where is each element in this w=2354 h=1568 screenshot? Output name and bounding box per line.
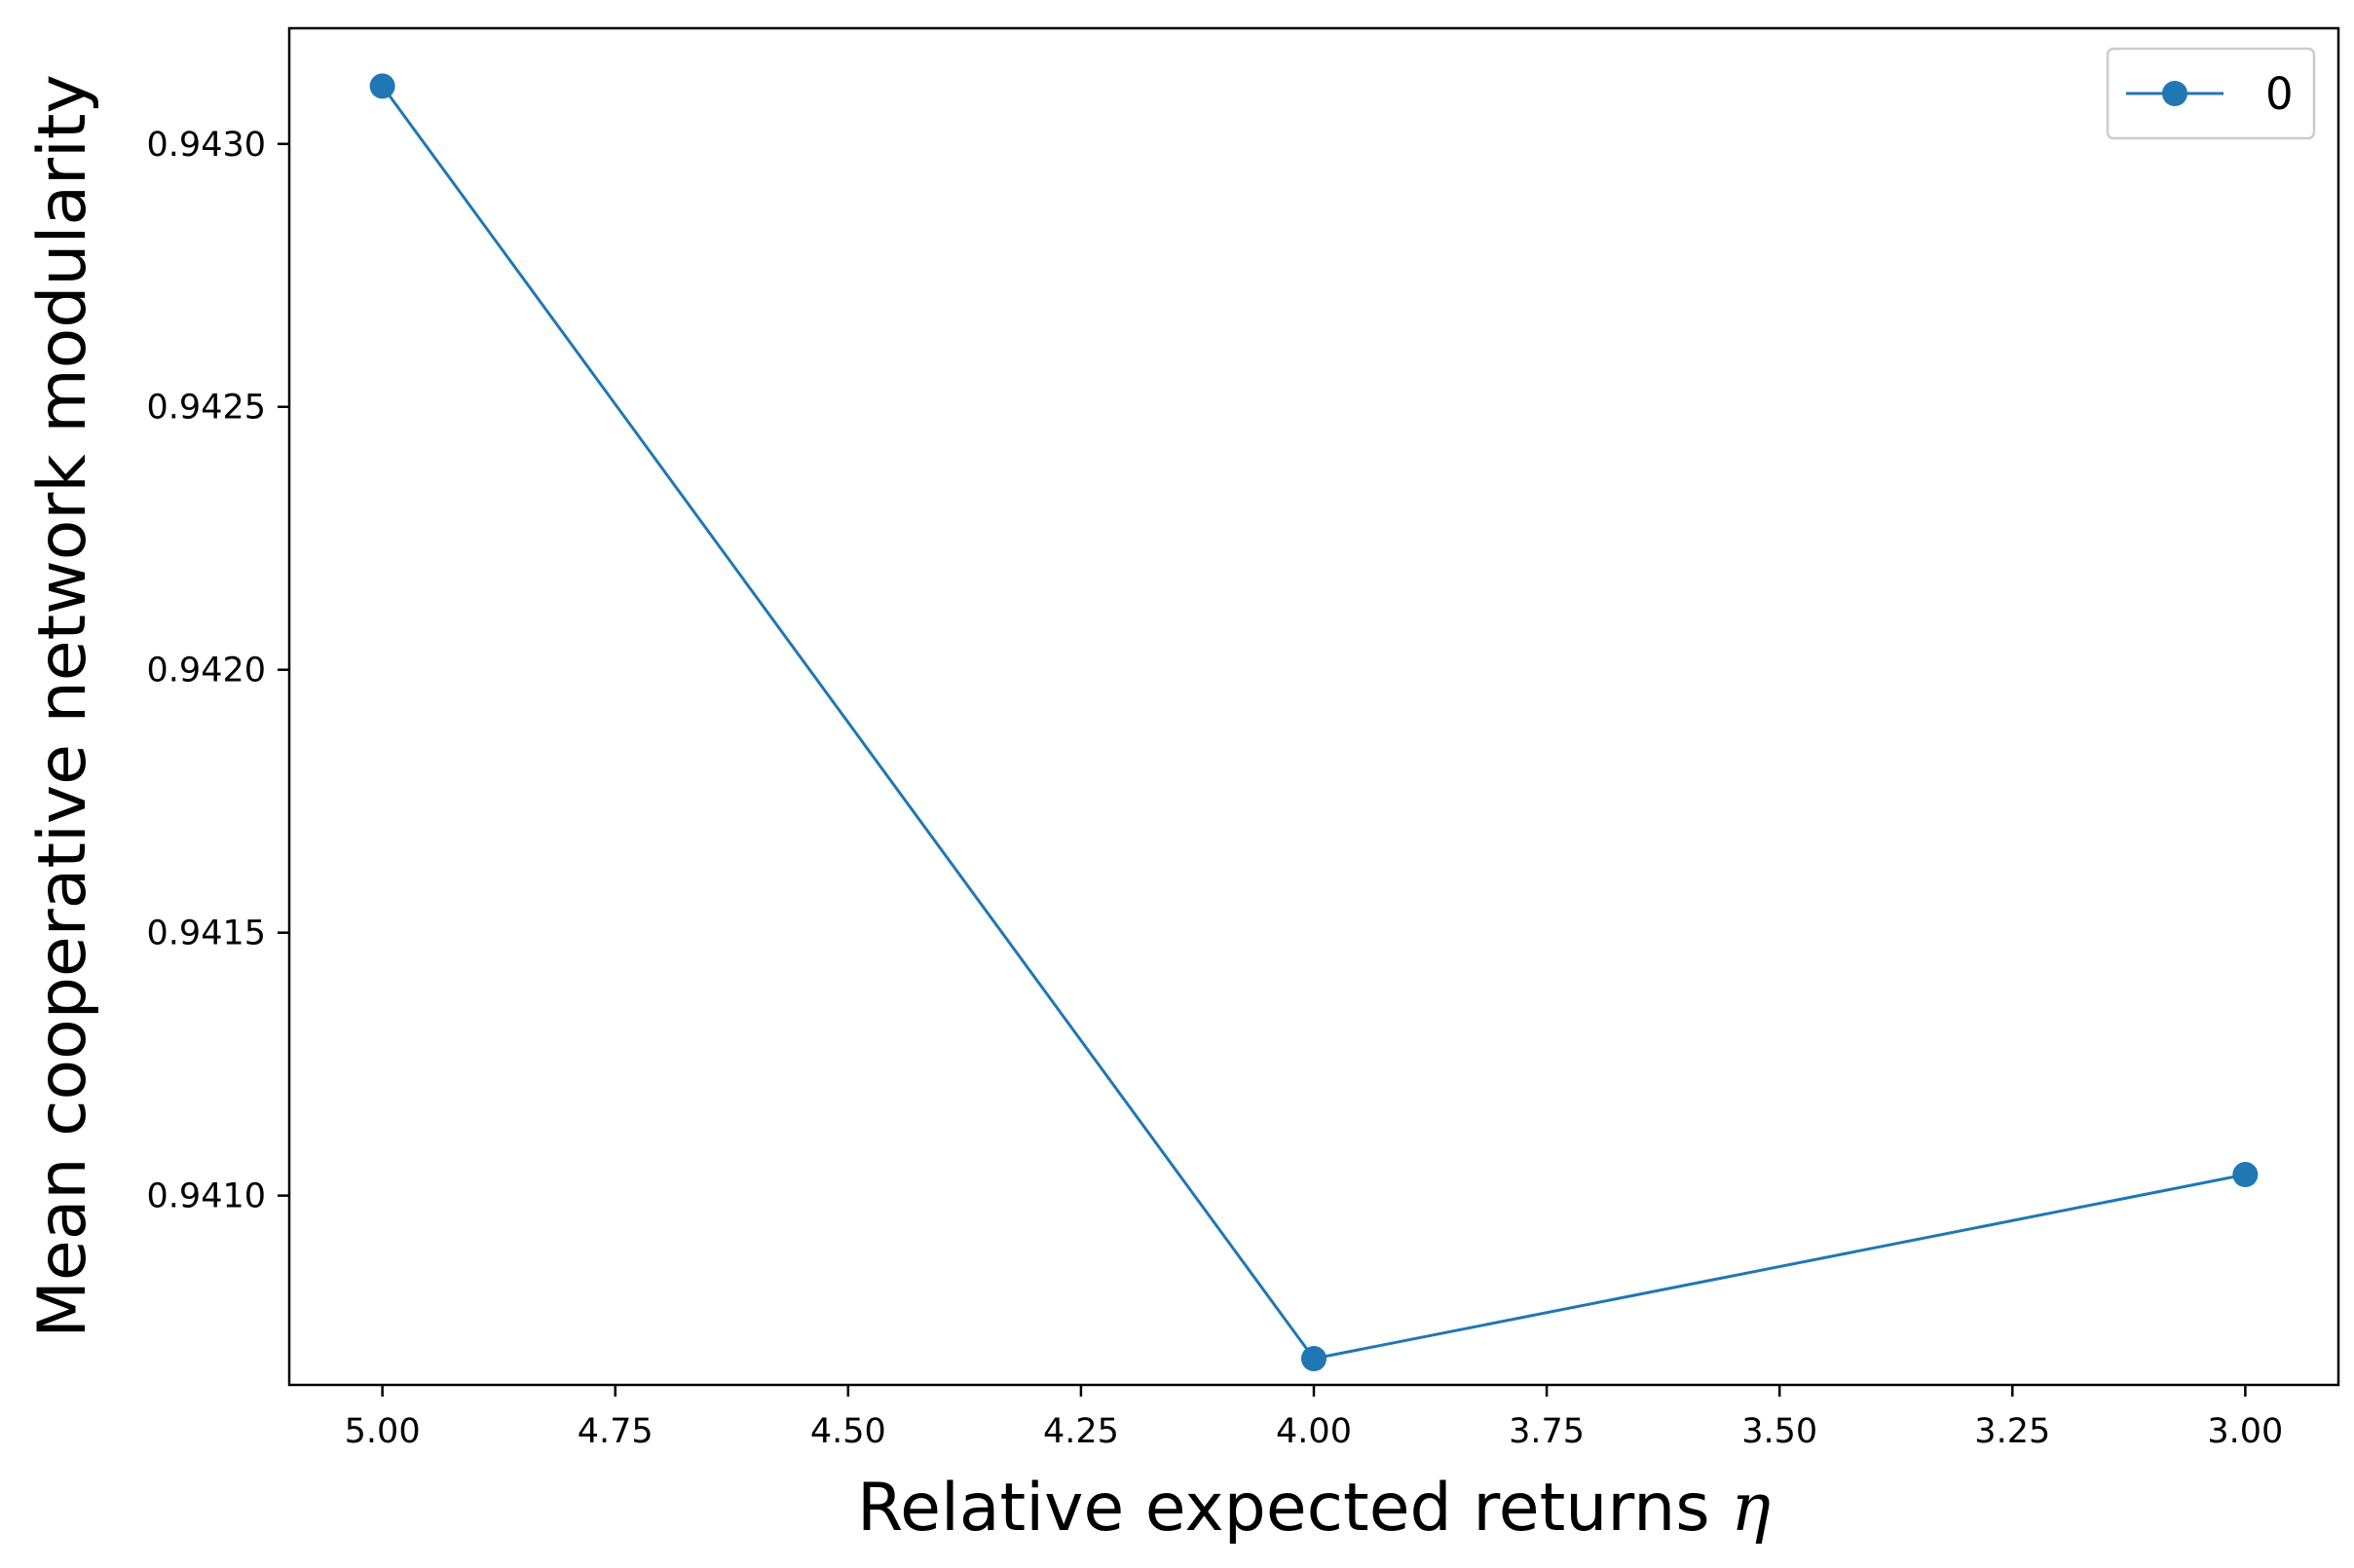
axes-frame (287, 26, 2340, 1387)
legend-label: 0 (2265, 68, 2294, 120)
legend-marker-sample (2162, 81, 2187, 106)
y-tick-label: 0.9415 (147, 915, 266, 953)
axis-ticks: 5.00 4.75 4.50 4.25 4.00 3.75 3.50 3.25 3.00 0.94… (147, 126, 2284, 1451)
y-tick-label: 0.9420 (147, 652, 266, 691)
y-tick-label: 0.9425 (147, 389, 266, 428)
x-tick-label: 5.00 (345, 1412, 421, 1451)
legend: 0 (2106, 47, 2316, 140)
y-tick-label: 0.9410 (147, 1177, 266, 1216)
data-point (2232, 1162, 2259, 1188)
x-tick-label: 3.25 (1974, 1412, 2050, 1451)
x-tick-label: 4.00 (1276, 1412, 1352, 1451)
x-tick-label: 4.75 (578, 1412, 654, 1451)
x-tick-label: 3.50 (1741, 1412, 1817, 1451)
x-axis-title-text: Relative expected returns (857, 1470, 1710, 1547)
x-tick-label: 4.25 (1043, 1412, 1119, 1451)
x-tick-label: 3.00 (2207, 1412, 2283, 1451)
data-point (369, 73, 395, 99)
x-tick-label: 3.75 (1509, 1412, 1585, 1451)
y-tick-label: 0.9430 (147, 126, 266, 165)
plot-area (369, 73, 2259, 1372)
data-point (1301, 1346, 1326, 1372)
x-axis-title-symbol: η (1731, 1470, 1771, 1547)
x-tick-label: 4.50 (810, 1412, 886, 1451)
y-axis-title: Mean cooperative network modularity (24, 74, 101, 1338)
x-axis-title: Relative expected returns η (857, 1470, 1771, 1547)
